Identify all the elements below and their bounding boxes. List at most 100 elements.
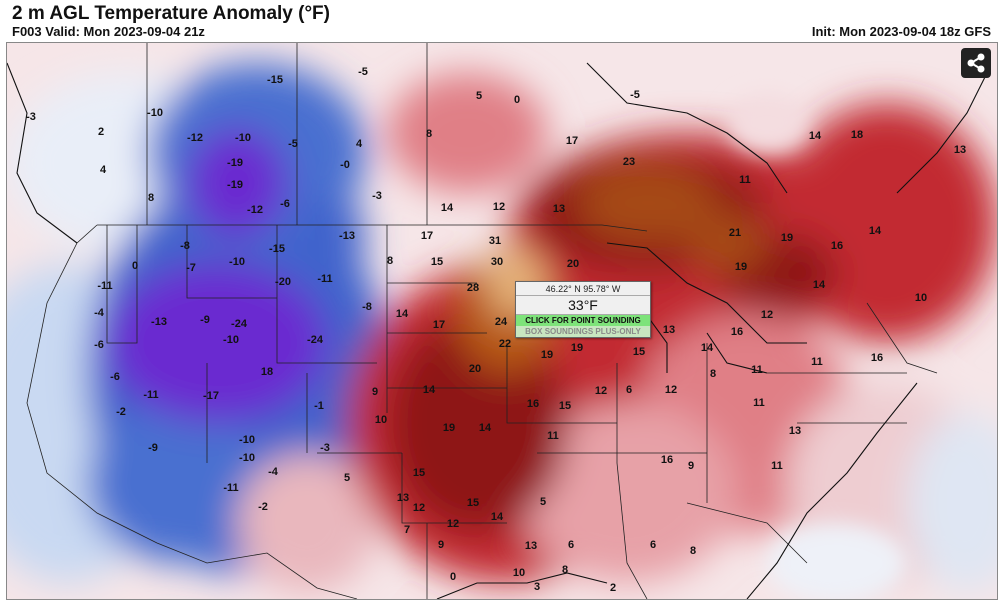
anomaly-value-label: 8 [690, 545, 696, 557]
anomaly-value-label: -11 [97, 280, 112, 292]
anomaly-value-label: -10 [223, 334, 239, 346]
anomaly-value-label: -10 [229, 256, 245, 268]
anomaly-value-label: 11 [547, 430, 559, 442]
lakes-and-water [727, 93, 907, 599]
anomaly-value-label: -11 [317, 273, 332, 285]
anomaly-value-label: 19 [781, 232, 793, 244]
anomaly-value-label: 13 [525, 540, 537, 552]
anomaly-value-label: 15 [431, 256, 443, 268]
anomaly-value-label: -15 [267, 74, 283, 86]
anomaly-value-label: 13 [789, 425, 801, 437]
anomaly-value-label: 0 [450, 571, 456, 583]
popup-temperature: 33°F [516, 295, 650, 315]
popup-coordinates: 46.22° N 95.78° W [545, 284, 621, 294]
anomaly-value-label: 5 [540, 496, 546, 508]
anomaly-value-label: -3 [372, 190, 382, 202]
boundaries [26, 43, 938, 599]
anomaly-value-label: -0 [340, 159, 350, 171]
anomaly-value-label: 10 [513, 567, 525, 579]
anomaly-value-label: -8 [180, 240, 190, 252]
anomaly-value-label: 16 [731, 326, 743, 338]
anomaly-value-label: 19 [443, 422, 455, 434]
anomaly-value-label: 2 [610, 582, 616, 594]
share-button[interactable] [961, 48, 991, 78]
anomaly-value-label: 14 [869, 225, 882, 237]
anomaly-value-label: -10 [235, 132, 251, 144]
anomaly-value-label: 8 [710, 368, 716, 380]
anomaly-value-label: -11 [223, 482, 238, 494]
anomaly-value-label: 13 [663, 324, 675, 336]
anomaly-value-label: 9 [688, 460, 694, 472]
anomaly-value-label: 5 [476, 90, 482, 102]
temperature-anomaly-map[interactable]: -5 -15 -10 -3 0 2 -12 -10 -5 4 -19 -19 -0 4 8 -12 -6 -3 8 5… [6, 42, 998, 600]
anomaly-value-label: 16 [661, 454, 673, 466]
anomaly-value-label: -12 [247, 204, 263, 216]
anomaly-value-label: 11 [751, 364, 763, 376]
anomaly-value-label: 14 [809, 130, 822, 142]
anomaly-value-label: 17 [566, 135, 578, 147]
anomaly-value-label: -24 [307, 334, 324, 346]
anomaly-value-label: 11 [753, 397, 765, 409]
anomaly-value-label: 6 [626, 384, 632, 396]
map-header: 2 m AGL Temperature Anomaly (°F) F003 Va… [0, 0, 1007, 42]
anomaly-value-label: 8 [148, 192, 154, 204]
anomaly-value-label: -9 [148, 442, 158, 454]
anomaly-value-label: 28 [467, 282, 479, 294]
anomaly-value-label: -24 [231, 318, 248, 330]
anomaly-value-label: -8 [362, 301, 372, 313]
anomaly-value-label: 21 [729, 227, 741, 239]
anomaly-value-label: 16 [871, 352, 883, 364]
anomaly-value-label: 9 [438, 539, 444, 551]
anomaly-value-label: -15 [269, 243, 285, 255]
anomaly-value-label: 0 [514, 94, 520, 106]
anomaly-value-label: -19 [227, 179, 243, 191]
anomaly-value-label: 12 [665, 384, 677, 396]
anomaly-value-label: 6 [568, 539, 574, 551]
anomaly-value-label: 18 [851, 129, 863, 141]
anomaly-value-label: 3 [534, 581, 540, 593]
anomaly-value-label: 19 [571, 342, 583, 354]
anomaly-value-label: 13 [397, 492, 409, 504]
anomaly-value-label: 14 [701, 342, 714, 354]
anomaly-value-label: 19 [541, 349, 553, 361]
anomaly-value-label: 6 [650, 539, 656, 551]
share-icon [967, 53, 985, 73]
anomaly-value-label: 12 [447, 518, 459, 530]
anomaly-value-label: 10 [375, 414, 387, 426]
anomaly-value-label: 16 [831, 240, 843, 252]
anomaly-value-label: -19 [227, 157, 243, 169]
anomaly-value-label: 18 [261, 366, 273, 378]
anomaly-value-label: -5 [630, 89, 640, 101]
anomaly-value-label: -20 [275, 276, 291, 288]
anomaly-value-label: 14 [479, 422, 492, 434]
anomaly-value-label: 14 [423, 384, 436, 396]
anomaly-value-label: 2 [98, 126, 104, 138]
anomaly-value-label: 0 [132, 260, 138, 272]
anomaly-value-label: 11 [739, 174, 751, 186]
anomaly-value-label: 15 [467, 497, 479, 509]
anomaly-value-label: -2 [116, 406, 126, 418]
anomaly-value-label: -3 [320, 442, 330, 454]
anomaly-value-label: 12 [493, 201, 505, 213]
anomaly-value-label: 8 [562, 564, 568, 576]
valid-time: F003 Valid: Mon 2023-09-04 21z [12, 24, 205, 39]
anomaly-value-label: -12 [187, 132, 203, 144]
anomaly-value-label: 11 [811, 356, 823, 368]
anomaly-value-label: 30 [491, 256, 503, 268]
point-sounding-button[interactable]: CLICK FOR POINT SOUNDING [516, 315, 650, 326]
anomaly-value-label: 14 [491, 511, 504, 523]
anomaly-value-label: -10 [147, 107, 163, 119]
anomaly-value-label: 14 [441, 202, 454, 214]
box-soundings-button[interactable]: BOX SOUNDINGS PLUS-ONLY [516, 326, 650, 337]
anomaly-value-label: -6 [280, 198, 290, 210]
anomaly-value-label: 10 [915, 292, 927, 304]
anomaly-value-label: 8 [387, 255, 393, 267]
anomaly-value-label: 4 [100, 164, 107, 176]
map-value-labels: -5-15-10-302 -12 -10 -5 4-19-19-048-12 -6-385… [26, 66, 966, 594]
anomaly-value-label: -5 [358, 66, 368, 78]
anomaly-value-label: 7 [404, 524, 410, 536]
anomaly-value-label: 16 [527, 398, 539, 410]
anomaly-value-label: 12 [761, 309, 773, 321]
map-canvas[interactable]: -5-15-10-302 -12 -10 -5 4-19-19-048-12 -6-385… [7, 43, 997, 599]
anomaly-value-label: 19 [735, 261, 747, 273]
